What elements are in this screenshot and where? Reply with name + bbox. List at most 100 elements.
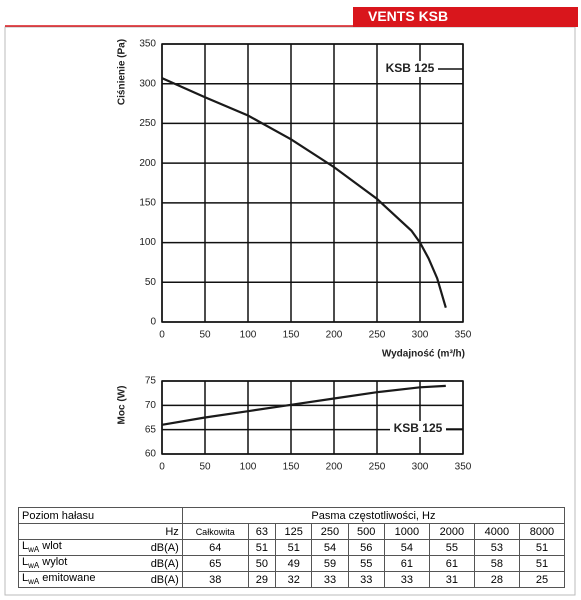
label: emitowane bbox=[42, 572, 96, 585]
x-tick-label: 50 bbox=[199, 330, 211, 341]
y-tick-label: 250 bbox=[139, 118, 156, 129]
annotation: KSB 125 bbox=[386, 61, 435, 75]
annotation-bg bbox=[390, 421, 446, 437]
annotation-bg bbox=[382, 61, 438, 77]
cell: 54 bbox=[311, 539, 349, 556]
y-tick-label: 70 bbox=[145, 400, 157, 411]
x-tick-label: 100 bbox=[240, 462, 257, 473]
cell: 51 bbox=[518, 555, 566, 572]
y-axis-title: Ciśnienie (Pa) bbox=[117, 39, 128, 105]
x-axis-title: Wydajność (m³/h) bbox=[382, 349, 465, 360]
x-tick-label: 0 bbox=[159, 330, 165, 341]
cell: 56 bbox=[347, 539, 385, 556]
column-header: 250 bbox=[311, 523, 349, 540]
curve bbox=[161, 384, 446, 426]
column-header: 8000 bbox=[518, 523, 566, 540]
y-tick-label: 65 bbox=[145, 424, 157, 435]
column-header: 2000 bbox=[428, 523, 475, 540]
x-tick-label: 150 bbox=[283, 330, 300, 341]
table-row: LwA wylot dB(A) 65 50 49 59 55 61 61 58 51 bbox=[17, 555, 566, 572]
cell: 33 bbox=[383, 571, 430, 588]
unit-header: Hz bbox=[132, 523, 183, 540]
plot-border bbox=[161, 43, 464, 323]
subscript: wA bbox=[28, 561, 40, 571]
x-tick-label: 100 bbox=[240, 330, 257, 341]
annotation: KSB 125 bbox=[394, 421, 443, 435]
table-row: LwA wlot dB(A) 64 51 51 54 56 54 55 53 51 bbox=[17, 539, 566, 556]
label: wylot bbox=[42, 556, 68, 569]
row-label: LwA wylot bbox=[17, 555, 133, 572]
group-header: Pasma częstotliwości, Hz bbox=[181, 507, 566, 524]
cell: 25 bbox=[518, 571, 566, 588]
column-header: 4000 bbox=[473, 523, 520, 540]
symbol: L bbox=[22, 540, 29, 553]
y-tick-label: 60 bbox=[145, 449, 157, 460]
x-tick-label: 350 bbox=[455, 330, 472, 341]
y-tick-label: 100 bbox=[139, 237, 156, 248]
cell: 61 bbox=[428, 555, 475, 572]
symbol: L bbox=[22, 556, 29, 569]
unit: dB(A) bbox=[132, 539, 183, 556]
x-tick-label: 200 bbox=[326, 462, 343, 473]
cell: 58 bbox=[473, 555, 520, 572]
x-tick-label: 250 bbox=[369, 330, 386, 341]
x-tick-label: 300 bbox=[412, 462, 429, 473]
x-tick-label: 200 bbox=[326, 330, 343, 341]
cell: 31 bbox=[428, 571, 475, 588]
cell: 54 bbox=[383, 539, 430, 556]
frame bbox=[4, 26, 576, 596]
cell: 59 bbox=[311, 555, 349, 572]
cell: 51 bbox=[275, 539, 313, 556]
x-tick-label: 300 bbox=[412, 330, 429, 341]
symbol: L bbox=[22, 572, 29, 585]
y-axis-title: Moc (W) bbox=[117, 386, 128, 425]
y-tick-label: 300 bbox=[139, 78, 156, 89]
cell: 51 bbox=[518, 539, 566, 556]
label: wlot bbox=[42, 540, 62, 553]
unit: dB(A) bbox=[132, 555, 183, 572]
header-banner bbox=[353, 7, 578, 27]
cell: 49 bbox=[275, 555, 313, 572]
cell: 28 bbox=[473, 571, 520, 588]
y-tick-label: 0 bbox=[150, 317, 156, 328]
y-tick-label: 50 bbox=[145, 277, 157, 288]
row-label: LwA wlot bbox=[17, 539, 133, 556]
column-header: 63 bbox=[247, 523, 277, 540]
cell: 33 bbox=[347, 571, 385, 588]
header-title: VENTS KSB bbox=[368, 8, 448, 24]
column-header: 500 bbox=[347, 523, 385, 540]
row-label: LwA emitowane bbox=[17, 571, 133, 588]
subscript: wA bbox=[28, 545, 40, 555]
table-row: LwA emitowane dB(A) 38 29 32 33 33 33 31 28 25 bbox=[17, 571, 566, 588]
x-tick-label: 0 bbox=[159, 462, 165, 473]
cell: 55 bbox=[347, 555, 385, 572]
cell: 51 bbox=[247, 539, 277, 556]
cell: 32 bbox=[275, 571, 313, 588]
curve bbox=[161, 77, 447, 309]
cell: 38 bbox=[181, 571, 249, 588]
subscript: wA bbox=[28, 577, 40, 587]
cell: 64 bbox=[181, 539, 249, 556]
y-tick-label: 200 bbox=[139, 158, 156, 169]
x-tick-label: 150 bbox=[283, 462, 300, 473]
x-tick-label: 250 bbox=[369, 462, 386, 473]
plot-border bbox=[161, 380, 464, 455]
table-title: Poziom hałasu bbox=[18, 507, 183, 524]
column-header: 125 bbox=[275, 523, 313, 540]
cell: 65 bbox=[181, 555, 249, 572]
y-tick-label: 75 bbox=[145, 376, 157, 387]
cell: 33 bbox=[311, 571, 349, 588]
y-tick-label: 350 bbox=[139, 39, 156, 50]
cell: 53 bbox=[473, 539, 520, 556]
cell: 61 bbox=[383, 555, 430, 572]
column-header: Całkowita bbox=[181, 523, 249, 540]
cell: 50 bbox=[247, 555, 277, 572]
cell: 55 bbox=[428, 539, 475, 556]
unit: dB(A) bbox=[132, 571, 183, 588]
x-tick-label: 350 bbox=[455, 462, 472, 473]
y-tick-label: 150 bbox=[139, 197, 156, 208]
cell: 29 bbox=[247, 571, 277, 588]
column-header: 1000 bbox=[383, 523, 430, 540]
